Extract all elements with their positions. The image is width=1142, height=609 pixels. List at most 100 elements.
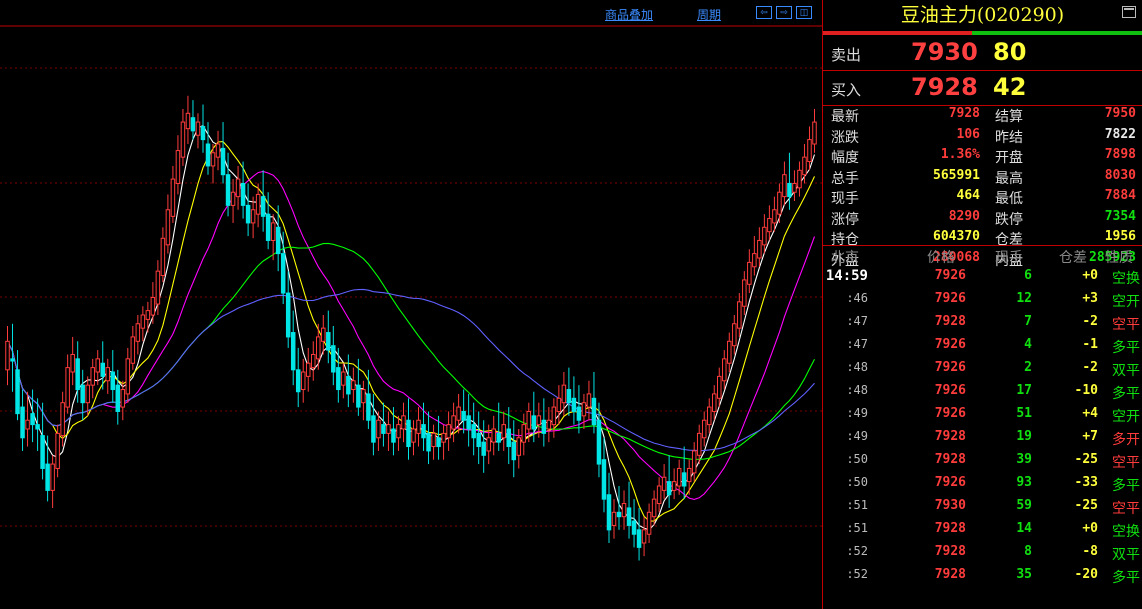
candle-body	[551, 406, 557, 426]
stat-value: 8290	[948, 208, 980, 224]
tick-oi-change: -25	[1074, 498, 1098, 513]
tick-volume: 14	[1016, 521, 1032, 536]
tick-oi-change: +0	[1082, 268, 1098, 283]
stat-value: 7884	[1104, 188, 1136, 203]
candle-body	[366, 393, 371, 421]
candle-body	[180, 121, 186, 158]
stat-value: 106	[956, 126, 980, 142]
candle-body	[691, 450, 697, 474]
candle-body	[436, 437, 441, 448]
candle-body	[476, 432, 481, 448]
candle-body	[210, 152, 216, 167]
sell-volume: 80	[993, 38, 1027, 66]
tick-time: :46	[846, 291, 868, 305]
candle-body	[341, 371, 346, 386]
stat-label: 外盘	[831, 252, 859, 269]
candle-body	[506, 428, 511, 448]
layout-toggle-icon[interactable]: ◫	[796, 6, 812, 19]
tick-time: :48	[846, 383, 868, 397]
kline-chart[interactable]: 商品叠加 周期 ⇦ ⇨ ◫	[0, 0, 822, 609]
candle-body	[90, 367, 95, 386]
tick-volume: 7	[1024, 314, 1032, 329]
candle-body	[70, 353, 75, 373]
candle-body	[501, 424, 506, 439]
overlay-commodity-link[interactable]: 商品叠加	[605, 8, 654, 22]
candle-body	[686, 467, 692, 483]
period-link[interactable]: 周期	[697, 8, 722, 22]
buy-volume: 42	[993, 73, 1027, 101]
tick-volume: 51	[1016, 406, 1032, 421]
candle-body	[666, 481, 672, 496]
ma-line	[7, 170, 816, 500]
stat-label: 现手	[831, 191, 859, 207]
candle-body	[481, 441, 486, 456]
candle-body	[30, 413, 35, 426]
candle-body	[145, 310, 151, 320]
candle-body	[125, 358, 131, 395]
candle-body	[321, 327, 326, 342]
stat-value: 285923	[1089, 249, 1136, 265]
candle-body	[361, 389, 366, 404]
scroll-left-icon[interactable]: ⇦	[756, 6, 772, 19]
tick-oi-change: -2	[1082, 360, 1098, 375]
candle-body	[15, 369, 20, 415]
candle-body	[752, 253, 757, 268]
scroll-right-icon[interactable]: ⇨	[776, 6, 792, 19]
candle-body	[461, 410, 466, 421]
candle-body	[311, 353, 316, 369]
candle-body	[411, 428, 416, 443]
tick-nature: 多平	[1112, 570, 1140, 586]
candle-body	[722, 358, 727, 382]
candle-body	[165, 209, 171, 246]
candle-body	[561, 384, 567, 404]
candle-body	[85, 384, 90, 404]
candle-body	[386, 424, 391, 434]
candle-body	[581, 402, 587, 417]
tick-nature: 空开	[1112, 409, 1140, 425]
candle-body	[671, 481, 677, 491]
candle-body	[285, 292, 291, 338]
candle-body	[571, 397, 577, 412]
candle-body	[150, 296, 156, 316]
candle-body	[265, 213, 271, 241]
ma-line	[7, 288, 815, 452]
candle-body	[536, 415, 542, 426]
candle-body	[295, 369, 301, 393]
tick-time: :51	[846, 521, 868, 535]
candle-body	[300, 371, 306, 391]
tick-nature: 多平	[1112, 478, 1140, 494]
candle-body	[546, 419, 552, 430]
stat-label: 开盘	[995, 150, 1023, 166]
candle-body	[371, 415, 376, 443]
stat-value: 565991	[933, 167, 980, 183]
candle-body	[656, 485, 662, 505]
candle-body	[516, 437, 522, 456]
candle-body	[807, 139, 812, 163]
candle-body	[110, 371, 116, 391]
candle-body	[466, 415, 471, 430]
candle-body	[160, 237, 166, 277]
candle-body	[260, 196, 266, 217]
candle-body	[646, 511, 652, 535]
tick-oi-change: +4	[1082, 406, 1098, 421]
candle-body	[757, 239, 762, 259]
candle-body	[676, 467, 682, 487]
candle-body	[185, 112, 191, 130]
candle-body	[576, 406, 582, 421]
tick-volume: 2	[1024, 360, 1032, 375]
candle-body	[661, 476, 667, 491]
tick-price: 7928	[934, 429, 966, 444]
tick-oi-change: -8	[1082, 544, 1098, 559]
stat-label: 最高	[995, 170, 1023, 187]
tick-nature: 双平	[1112, 363, 1140, 379]
ticks-header-nature: 性质	[1105, 250, 1133, 266]
tick-time: :49	[846, 406, 868, 420]
candle-body	[606, 494, 612, 531]
maximize-icon[interactable]	[1122, 6, 1136, 18]
stat-label: 最低	[995, 191, 1023, 207]
tick-price: 7928	[934, 544, 966, 559]
stat-label: 内盘	[995, 252, 1023, 269]
candle-body	[406, 419, 411, 448]
stat-label: 涨停	[831, 211, 859, 228]
candle-body	[205, 143, 211, 167]
